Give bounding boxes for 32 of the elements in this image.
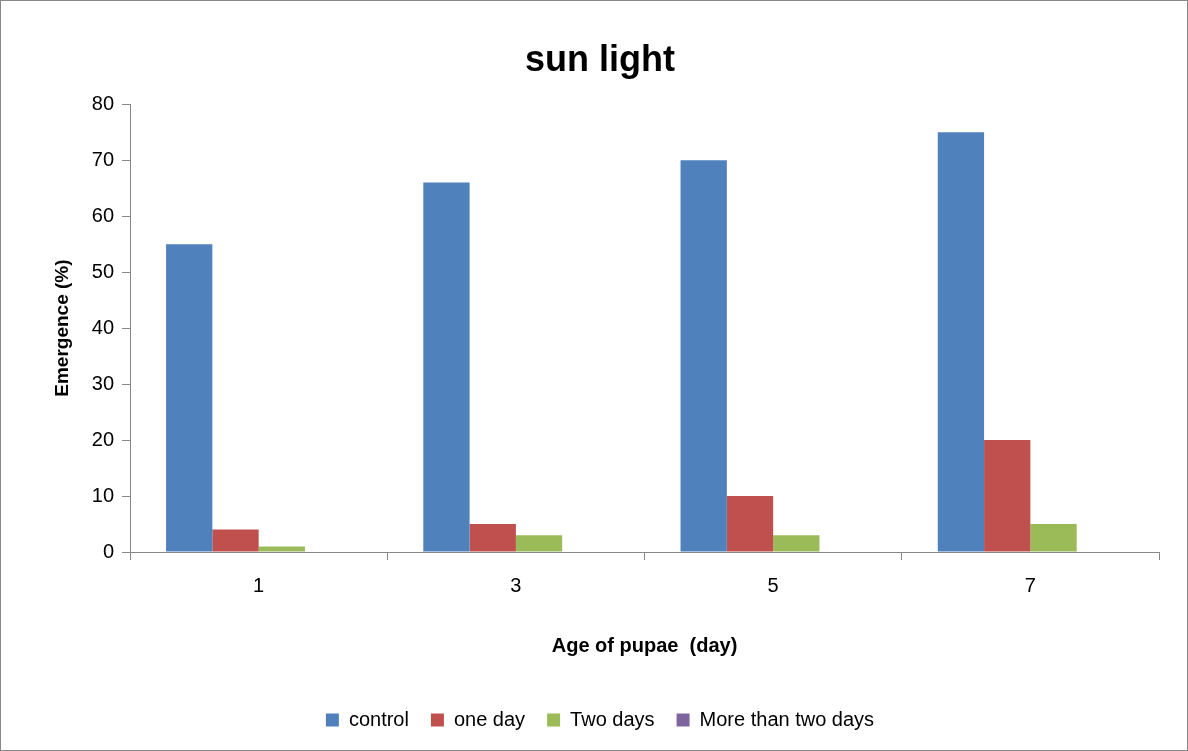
x-axis-title: Age of pupae (day)	[551, 633, 738, 656]
x-tick-label: 1	[253, 573, 265, 596]
x-tick-label: 5	[767, 573, 779, 596]
bar	[212, 529, 259, 552]
bar	[258, 546, 305, 552]
bar	[423, 182, 470, 552]
legend-label: Two days	[570, 707, 655, 730]
bar	[166, 244, 213, 552]
y-tick-label: 60	[91, 203, 115, 226]
y-tick-label: 40	[91, 315, 115, 338]
y-tick-label: 30	[91, 371, 115, 394]
bar	[984, 440, 1031, 552]
x-tick-label: 3	[510, 573, 522, 596]
y-tick-label: 50	[91, 259, 115, 282]
x-tick-label: 7	[1024, 573, 1036, 596]
y-tick-label: 20	[91, 427, 115, 450]
bar	[937, 132, 985, 552]
legend-label: control	[348, 707, 409, 730]
y-tick-label: 0	[102, 539, 115, 562]
bar	[1030, 524, 1077, 552]
bar	[773, 535, 820, 552]
y-tick-label: 70	[91, 147, 115, 170]
y-tick-label: 80	[91, 91, 115, 114]
y-tick-label: 10	[91, 483, 115, 506]
bar	[469, 524, 516, 552]
legend-label: one day	[453, 707, 526, 730]
y-axis-title: Emergence (%)	[50, 259, 72, 397]
bar	[680, 160, 727, 552]
bar	[726, 496, 774, 552]
bar	[515, 535, 563, 552]
legend-label: More than two days	[699, 707, 875, 730]
chart-title: sun light	[525, 37, 675, 79]
